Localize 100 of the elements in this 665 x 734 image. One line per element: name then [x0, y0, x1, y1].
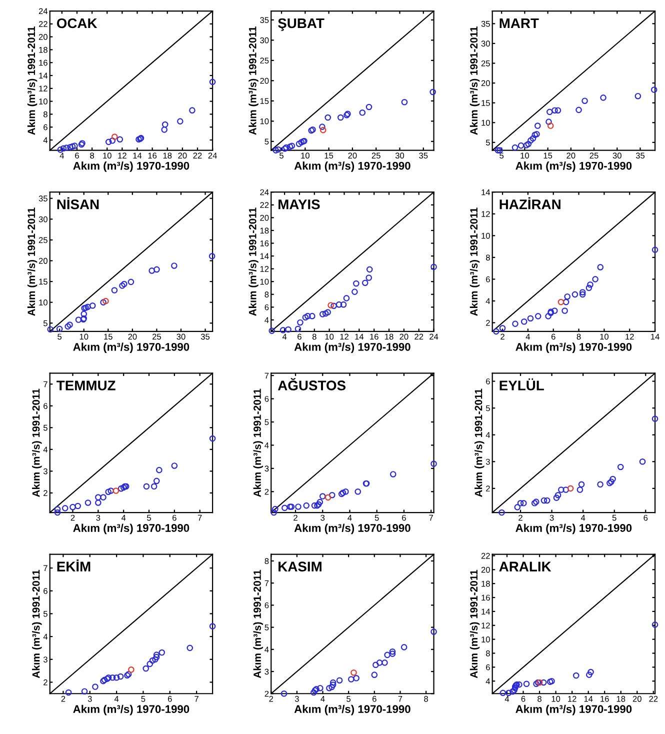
- y-tick-label: 2: [486, 320, 490, 326]
- y-tick-label: 15: [39, 278, 48, 285]
- y-tick-label: 2: [486, 486, 490, 492]
- x-axis-title: Akım (m³/s) 1970-1990: [73, 162, 190, 172]
- chart-title: TEMMUZ: [56, 380, 116, 390]
- x-axis-title: Akım (m³/s) 1970-1990: [294, 704, 410, 716]
- x-tick-label: 20: [348, 152, 357, 159]
- y-tick-label: 2: [44, 490, 48, 496]
- x-tick-label: 20: [400, 334, 408, 340]
- x-tick-label: 5: [58, 334, 62, 340]
- y-tick-label: 6: [264, 396, 269, 402]
- x-tick-label: 5: [346, 696, 351, 702]
- y-axis-title: Akım (m³/s) 1991-2011: [470, 26, 480, 135]
- y-tick-label: 35: [260, 17, 269, 24]
- x-tick-label: 25: [590, 152, 598, 159]
- x-tick-label: 22: [414, 334, 424, 340]
- x-tick-label: 15: [324, 152, 334, 159]
- y-tick-label: 10: [260, 278, 269, 285]
- x-tick-label: 25: [152, 334, 161, 340]
- x-tick-label: 35: [200, 334, 210, 340]
- y-tick-label: 4: [264, 317, 269, 323]
- x-axis-title: Akım (m³/s) 1970-1990: [294, 524, 410, 534]
- x-tick-label: 6: [298, 334, 302, 340]
- y-tick-label: 6: [264, 602, 269, 608]
- x-tick-label: 4: [282, 334, 287, 340]
- y-tick-label: 20: [260, 78, 269, 84]
- x-tick-label: 3: [320, 514, 325, 521]
- x-tick-label: 16: [148, 152, 157, 159]
- x-tick-label: 8: [90, 152, 94, 159]
- x-tick-label: 24: [430, 334, 438, 340]
- y-tick-label: 3: [43, 468, 48, 474]
- y-tick-label: 25: [38, 237, 48, 244]
- x-axis-title: Akım (m³/s) 1970-1990: [516, 342, 632, 354]
- x-tick-label: 30: [176, 334, 186, 340]
- x-tick-label: 20: [632, 696, 642, 702]
- y-tick-label: 20: [260, 214, 269, 221]
- y-tick-label: 4: [264, 442, 269, 448]
- y-tick-label: 20: [481, 80, 490, 86]
- y-tick-label: 7: [44, 565, 48, 572]
- x-tick-label: 10: [520, 152, 530, 159]
- x-tick-label: 25: [372, 152, 380, 159]
- chart-title: EYLÜL: [500, 378, 544, 390]
- chart-title: KASIM: [278, 562, 322, 572]
- y-tick-label: 20: [38, 34, 48, 40]
- chart-title: ŞUBAT: [278, 18, 324, 31]
- y-tick-label: 5: [43, 424, 48, 431]
- y-tick-label: 8: [44, 111, 48, 118]
- chart-title: NİSAN: [57, 197, 99, 210]
- y-tick-label: 22: [481, 552, 490, 559]
- y-tick-label: 14: [482, 189, 490, 196]
- x-tick-label: 12: [118, 152, 126, 158]
- y-tick-label: 7: [264, 580, 269, 586]
- y-tick-label: 5: [486, 405, 490, 412]
- y-axis-title: Akım (m³/s) 1991-2011: [253, 570, 264, 678]
- x-tick-label: 3: [294, 696, 299, 702]
- x-tick-label: 14: [355, 334, 364, 340]
- x-tick-label: 7: [398, 696, 402, 702]
- x-axis-title: Akım (m³/s) 1970-1990: [516, 524, 632, 534]
- x-tick-label: 7: [198, 514, 202, 521]
- y-axis-title: Akım (m³/s) 1991-2011: [248, 26, 258, 135]
- x-tick-label: 20: [128, 334, 137, 340]
- x-axis-title: Akım (m³/s) 1970-1990: [73, 524, 190, 534]
- x-tick-label: 4: [114, 696, 119, 702]
- y-tick-label: 10: [260, 118, 269, 124]
- y-axis-title: Akım (m³/s) 1991-2011: [470, 570, 480, 678]
- x-tick-label: 10: [552, 696, 560, 702]
- y-tick-label: 4: [43, 634, 48, 640]
- x-tick-label: 20: [178, 152, 187, 159]
- x-tick-label: 8: [576, 334, 581, 340]
- y-tick-label: 3: [43, 656, 48, 662]
- y-tick-label: 2: [264, 690, 269, 697]
- y-tick-label: 6: [486, 664, 490, 670]
- y-tick-label: 6: [44, 403, 48, 409]
- y-axis-title: Akım (m³/s) 1991-2011: [27, 26, 38, 135]
- y-tick-label: 4: [264, 646, 269, 652]
- x-tick-label: 18: [385, 334, 394, 340]
- chart-title: MAYIS: [278, 199, 320, 210]
- y-tick-label: 8: [486, 650, 490, 656]
- y-tick-label: 14: [260, 253, 269, 260]
- y-tick-label: 24: [38, 8, 48, 14]
- y-tick-label: 8: [486, 254, 490, 261]
- x-tick-label: 4: [320, 696, 325, 702]
- y-tick-label: 3: [264, 466, 269, 472]
- x-tick-label: 6: [75, 152, 79, 159]
- y-tick-label: 15: [260, 98, 269, 104]
- y-tick-label: 6: [44, 588, 48, 594]
- y-tick-label: 5: [264, 419, 269, 426]
- x-tick-label: 2: [518, 514, 522, 521]
- y-tick-label: 10: [39, 300, 48, 306]
- x-tick-label: 10: [103, 152, 112, 159]
- y-tick-label: 16: [260, 240, 269, 246]
- x-tick-label: 8: [538, 696, 542, 702]
- y-tick-label: 18: [482, 580, 490, 587]
- y-tick-label: 25: [260, 58, 269, 64]
- x-tick-label: 30: [395, 152, 404, 159]
- x-tick-label: 10: [325, 334, 334, 340]
- y-axis-title: Akım (m³/s) 1991-2011: [474, 388, 484, 498]
- x-tick-label: 5: [280, 152, 284, 159]
- x-tick-label: 6: [168, 696, 172, 702]
- x-axis-title: Akım (m³/s) 1970-1990: [516, 162, 632, 172]
